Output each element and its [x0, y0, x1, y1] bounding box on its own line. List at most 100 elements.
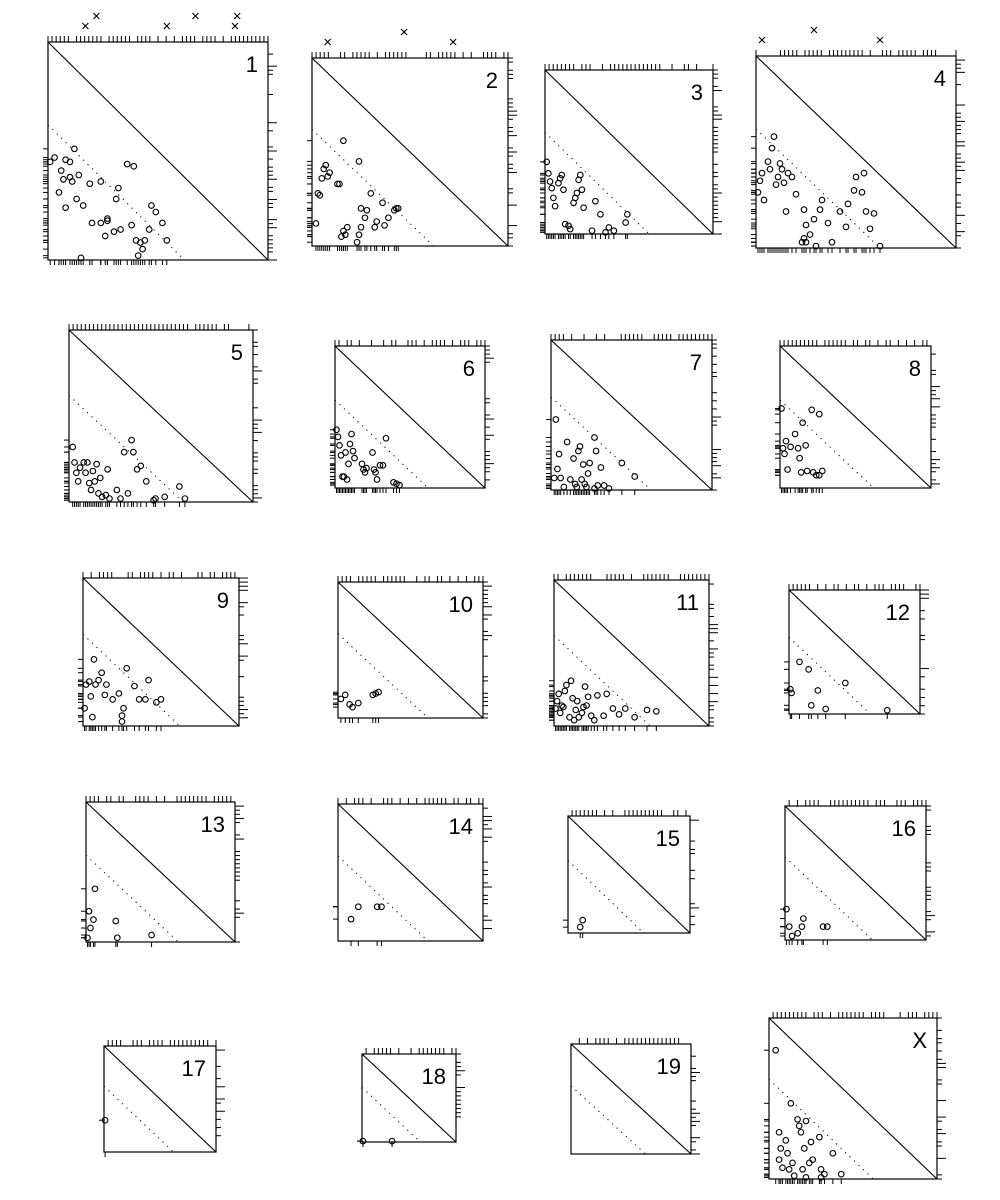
panel-frame	[550, 339, 713, 491]
data-point	[152, 698, 160, 706]
data-point	[57, 167, 65, 174]
data-point	[117, 226, 124, 233]
data-point	[128, 221, 135, 229]
data-point	[605, 224, 613, 231]
data-point	[103, 681, 110, 688]
panel-5: 5	[64, 324, 262, 507]
data-point	[87, 924, 94, 932]
data-point	[338, 233, 345, 240]
data-point	[775, 1128, 783, 1136]
data-point	[181, 495, 189, 502]
data-point	[796, 658, 803, 666]
panel-3: 3	[540, 64, 722, 239]
data-point	[818, 467, 826, 475]
data-point	[787, 443, 794, 451]
data-point	[85, 479, 93, 487]
data-point	[573, 483, 581, 491]
data-point	[117, 495, 124, 502]
data-point	[787, 1099, 795, 1107]
data-point	[342, 449, 349, 456]
panel-label: 8	[909, 356, 921, 381]
data-point	[93, 460, 100, 468]
data-point	[69, 443, 77, 451]
data-point	[784, 1149, 791, 1157]
data-point	[552, 416, 560, 423]
data-point	[373, 903, 381, 911]
data-point	[615, 710, 623, 718]
data-point	[821, 1170, 828, 1178]
data-point	[862, 208, 870, 215]
data-point	[590, 716, 598, 724]
data-point	[349, 447, 357, 455]
data-point	[131, 682, 138, 690]
dotted-reference-line	[779, 399, 874, 489]
dotted-reference-line	[82, 633, 181, 727]
data-point	[312, 220, 320, 227]
diagonal-line	[553, 579, 710, 727]
panel-label: 19	[657, 1054, 681, 1079]
dotted-reference-line	[68, 394, 184, 503]
data-point	[385, 214, 392, 222]
data-point	[796, 454, 803, 462]
data-point	[822, 705, 830, 713]
panel-10: 10	[333, 576, 492, 723]
x-marker	[163, 22, 171, 30]
data-point	[560, 483, 568, 491]
data-point	[587, 712, 595, 720]
data-point	[850, 187, 858, 194]
data-point	[814, 687, 822, 694]
data-point	[824, 219, 832, 227]
data-point	[795, 1122, 803, 1130]
data-point	[802, 221, 810, 229]
data-point	[79, 202, 87, 209]
data-point	[62, 204, 69, 212]
data-point	[96, 474, 104, 482]
dotted-reference-line	[788, 636, 871, 715]
x-marker	[449, 38, 457, 46]
data-point	[631, 473, 639, 480]
data-point	[569, 694, 576, 702]
panel-label: 9	[217, 588, 229, 613]
data-point	[373, 476, 381, 483]
data-point	[97, 219, 105, 227]
diagonal-line	[361, 1053, 457, 1143]
panel-19: 19	[570, 1038, 700, 1155]
data-point	[818, 196, 826, 204]
data-point	[842, 223, 850, 231]
data-point	[576, 923, 584, 931]
data-point	[115, 184, 122, 192]
data-point	[782, 437, 790, 445]
data-point	[98, 669, 106, 677]
panel-label: 6	[463, 356, 475, 381]
data-point	[786, 685, 794, 693]
data-point	[805, 666, 813, 673]
data-point	[543, 158, 551, 166]
data-point	[570, 716, 578, 724]
data-point	[336, 442, 343, 449]
data-point	[797, 1128, 805, 1136]
panel-label: 5	[231, 340, 243, 365]
data-point	[758, 169, 766, 177]
x-marker	[758, 36, 766, 44]
panel-12: 12	[784, 584, 929, 719]
data-point	[566, 225, 574, 233]
data-point	[785, 923, 793, 930]
data-point	[812, 242, 820, 250]
data-point	[576, 443, 584, 450]
data-point	[341, 231, 349, 239]
data-point	[581, 683, 589, 690]
panel-frame	[570, 1043, 692, 1155]
data-point	[600, 712, 607, 720]
data-point	[322, 161, 330, 169]
diagonal-line	[544, 69, 714, 235]
panel-label: 15	[656, 826, 680, 851]
data-point	[148, 931, 155, 939]
data-point	[346, 440, 354, 448]
data-point	[357, 223, 365, 231]
data-point	[378, 903, 385, 911]
data-point	[85, 907, 93, 915]
panel-18: 18	[357, 1048, 465, 1147]
diagonal-line	[337, 803, 484, 942]
data-point	[102, 491, 110, 499]
data-point	[798, 238, 806, 246]
